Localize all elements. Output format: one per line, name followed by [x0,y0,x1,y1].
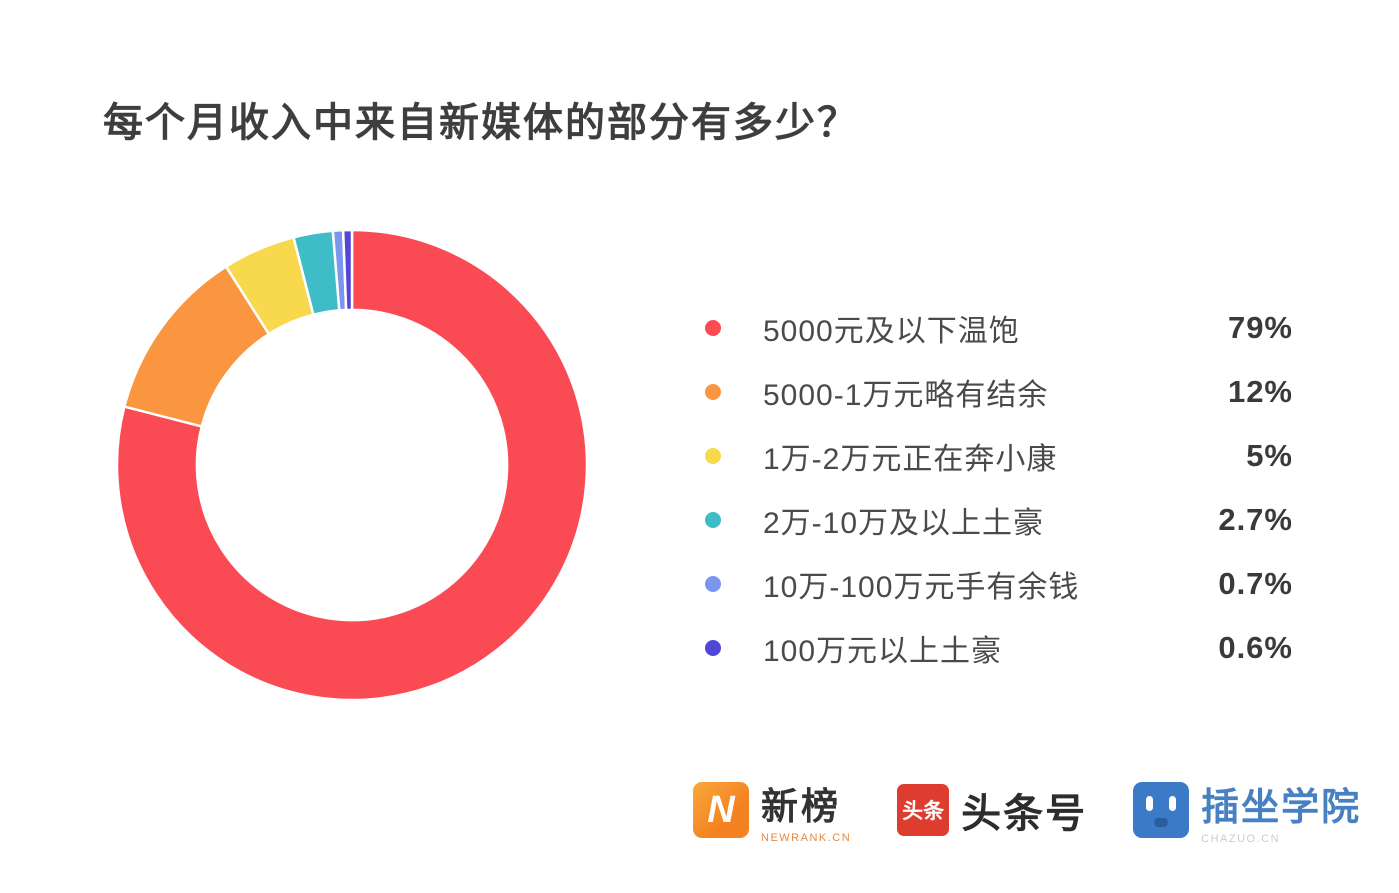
legend-dot-icon [705,320,721,336]
legend-dot-icon [705,640,721,656]
legend-item: 10万-100万元手有余钱 0.7% [705,552,1293,616]
legend-label: 10万-100万元手有余钱 [763,571,1080,604]
donut-svg [115,228,589,702]
newrank-icon: N [693,782,749,838]
legend-item: 5000-1万元略有结余 12% [705,360,1293,424]
brand-footer: N 新榜 NEWRANK.CN 头条 头条号 插坐学院 CHAZUO.CN [693,775,1361,845]
legend-value: 79% [1227,310,1293,345]
chart-legend: 5000元及以下温饱 79% 5000-1万元略有结余 12% 1万-2万元正在… [705,296,1293,680]
legend-label: 1万-2万元正在奔小康 [763,443,1058,476]
legend-label: 2万-10万及以上土豪 [763,507,1045,540]
donut-slice [115,228,589,702]
chazuo-title: 插坐学院 [1201,786,1362,829]
toutiao-title: 头条号 [961,792,1088,836]
legend-label: 100万元以上土豪 [763,635,1003,668]
toutiao-icon: 头条 [897,784,950,836]
chart-title: 每个月收入中来自新媒体的部分有多少？ [103,101,859,145]
legend-item: 1万-2万元正在奔小康 5% [705,424,1293,488]
chazuo-logo: 插坐学院 CHAZUO.CN [1133,776,1361,845]
legend-value: 0.7% [1218,566,1293,601]
toutiao-logo: 头条 头条号 [897,781,1087,839]
newrank-title: 新榜 [761,786,841,827]
legend-item: 2万-10万及以上土豪 2.7% [705,488,1293,552]
legend-value: 0.6% [1218,630,1293,665]
legend-item: 100万元以上土豪 0.6% [705,616,1293,680]
legend-dot-icon [705,512,721,528]
legend-label: 5000元及以下温饱 [763,315,1020,348]
legend-dot-icon [705,448,721,464]
legend-label: 5000-1万元略有结余 [763,379,1049,412]
legend-item: 5000元及以下温饱 79% [705,296,1293,360]
legend-value: 12% [1227,374,1293,409]
newrank-subtitle: NEWRANK.CN [761,832,852,844]
donut-slice [341,228,354,312]
chazuo-subtitle: CHAZUO.CN [1201,832,1281,845]
legend-value: 2.7% [1218,502,1293,537]
donut-chart [114,227,590,703]
newrank-logo: N 新榜 NEWRANK.CN [693,776,851,844]
legend-dot-icon [705,384,721,400]
chazuo-robot-icon [1133,782,1190,838]
legend-dot-icon [705,576,721,592]
legend-value: 5% [1246,438,1293,473]
